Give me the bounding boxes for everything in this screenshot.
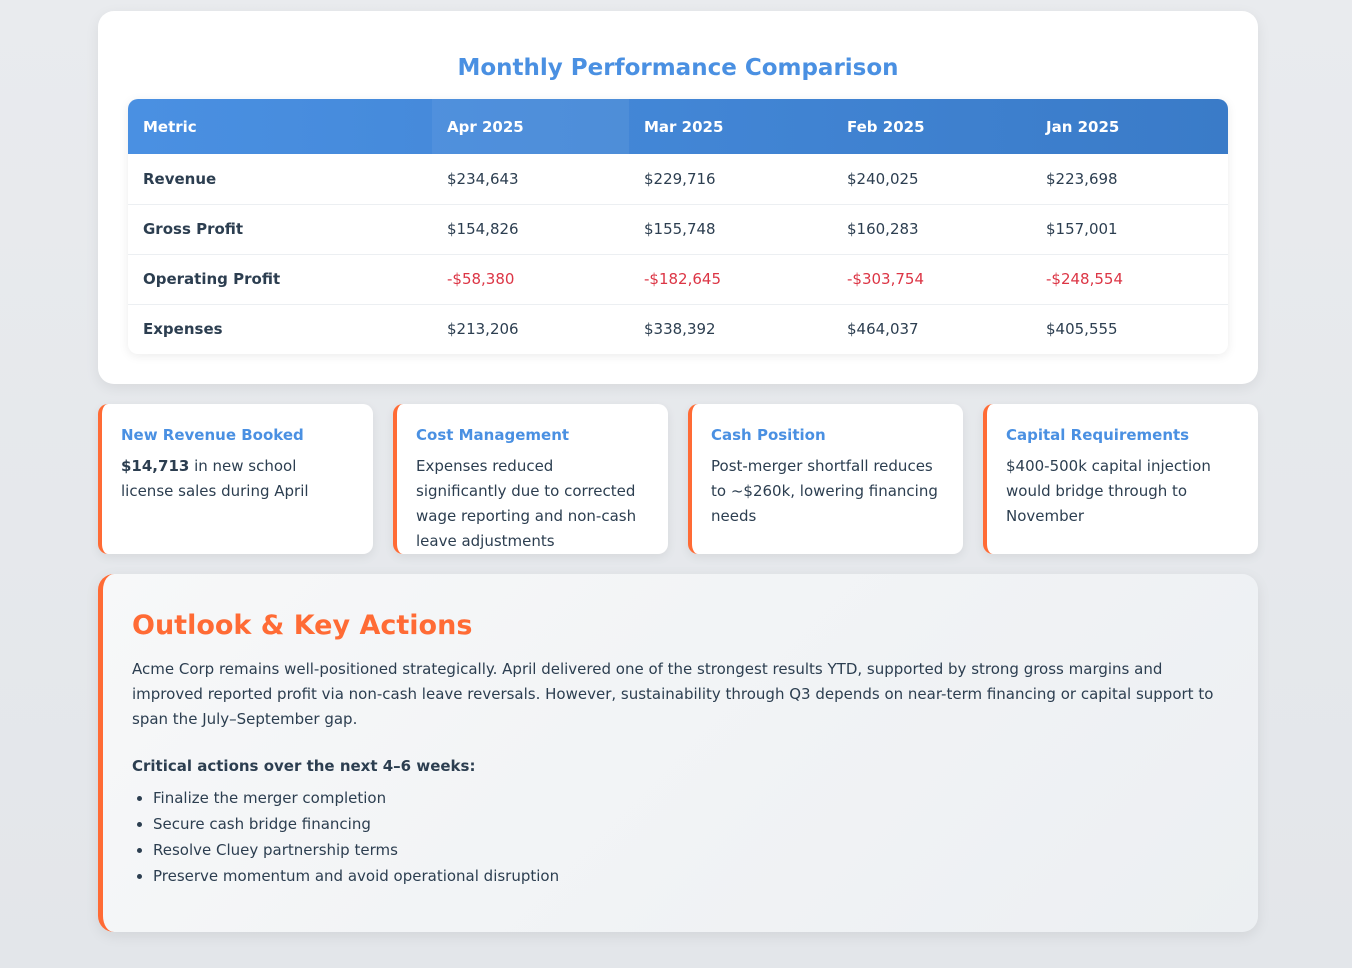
insight-title: Capital Requirements [1006,426,1190,444]
insight-highlight: $14,713 [121,457,190,475]
header-apr-2025: Apr 2025 [432,99,629,154]
insight-text: Expenses reduced significantly due to co… [416,457,637,550]
header-metric: Metric [143,117,197,136]
table-cell: $464,037 [847,320,919,339]
insight-card-cost-management: Cost Management Expenses reduced signifi… [393,404,668,554]
table-cell: $154,826 [447,220,519,238]
outlook-body: Acme Corp remains well-positioned strate… [132,660,1214,728]
list-item: Finalize the merger completion [153,785,1228,811]
table-cell-negative: -$182,645 [644,270,721,288]
insight-text: $14,713 in new school license sales duri… [121,454,353,504]
table-cell: $155,748 [644,220,716,238]
header-feb-2025: Feb 2025 [847,117,925,136]
performance-card: Monthly Performance Comparison Metric Ap… [98,11,1258,384]
table-cell: $160,283 [847,220,919,238]
row-label-expenses: Expenses [143,320,223,339]
table-cell-negative: -$303,754 [847,270,924,288]
actions-heading: Critical actions over the next 4–6 weeks… [132,757,476,775]
header-mar-2025: Mar 2025 [644,117,724,136]
table-cell: $405,555 [1046,320,1118,339]
insight-card-new-revenue: New Revenue Booked $14,713 in new school… [98,404,373,554]
insight-card-capital-requirements: Capital Requirements $400-500k capital i… [983,404,1258,554]
insight-title: Cash Position [711,426,826,444]
insight-title: New Revenue Booked [121,426,304,444]
row-label-operating-profit: Operating Profit [143,270,281,288]
table-cell: $240,025 [847,169,919,188]
table-title: Monthly Performance Comparison [457,55,899,81]
table-header-row: Metric Apr 2025 Mar 2025 Feb 2025 Jan 20… [128,99,1228,154]
outlook-title: Outlook & Key Actions [132,610,473,641]
insight-card-cash-position: Cash Position Post-merger shortfall redu… [688,404,963,554]
table-row: Gross Profit $154,826 $155,748 $160,283 … [128,204,1228,254]
insight-title: Cost Management [416,426,570,444]
row-label-revenue: Revenue [143,169,217,188]
table-row: Operating Profit -$58,380 -$182,645 -$30… [128,254,1228,304]
performance-table-wrapper: Metric Apr 2025 Mar 2025 Feb 2025 Jan 20… [128,99,1228,354]
table-cell: $234,643 [447,169,519,188]
list-item: Secure cash bridge financing [153,811,1228,837]
table-cell: $223,698 [1046,169,1118,188]
insight-text: $400-500k capital injection would bridge… [1006,457,1211,525]
table-cell-negative: -$248,554 [1046,270,1123,288]
table-cell-negative: -$58,380 [447,270,515,288]
actions-list: Finalize the merger completion Secure ca… [132,785,1228,889]
table-cell: $338,392 [644,320,716,339]
performance-table: Metric Apr 2025 Mar 2025 Feb 2025 Jan 20… [128,99,1228,354]
insight-text: Post-merger shortfall reduces to ~$260k,… [711,457,938,525]
table-cell: $157,001 [1046,220,1118,238]
table-row: Revenue $234,643 $229,716 $240,025 $223,… [128,154,1228,204]
list-item: Preserve momentum and avoid operational … [153,863,1228,889]
row-label-gross-profit: Gross Profit [143,220,244,238]
header-jan-2025: Jan 2025 [1046,117,1120,136]
table-row: Expenses $213,206 $338,392 $464,037 $405… [128,304,1228,354]
table-cell: $229,716 [644,169,716,188]
table-cell: $213,206 [447,320,519,339]
list-item: Resolve Cluey partnership terms [153,837,1228,863]
insight-text-body: in new school license sales during April [121,457,309,500]
outlook-section: Outlook & Key Actions Acme Corp remains … [98,574,1258,932]
